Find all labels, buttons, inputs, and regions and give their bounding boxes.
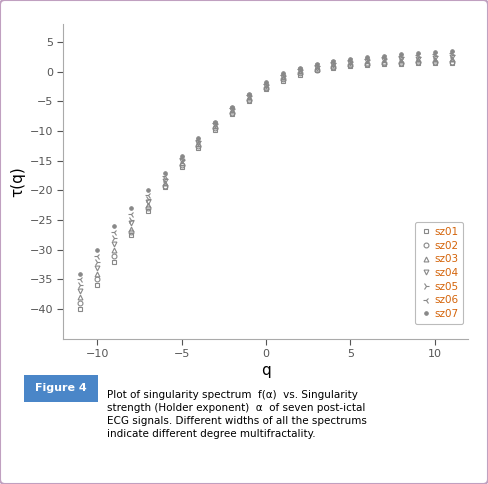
Legend: sz01, sz02, sz03, sz04, sz05, sz06, sz07: sz01, sz02, sz03, sz04, sz05, sz06, sz07 <box>415 222 463 324</box>
X-axis label: q: q <box>261 363 271 378</box>
Text: Plot of singularity spectrum  f(α)  vs. Singularity
strength (Holder exponent)  : Plot of singularity spectrum f(α) vs. Si… <box>107 390 367 439</box>
Y-axis label: τ(q): τ(q) <box>10 166 25 197</box>
Text: Figure 4: Figure 4 <box>35 383 87 393</box>
